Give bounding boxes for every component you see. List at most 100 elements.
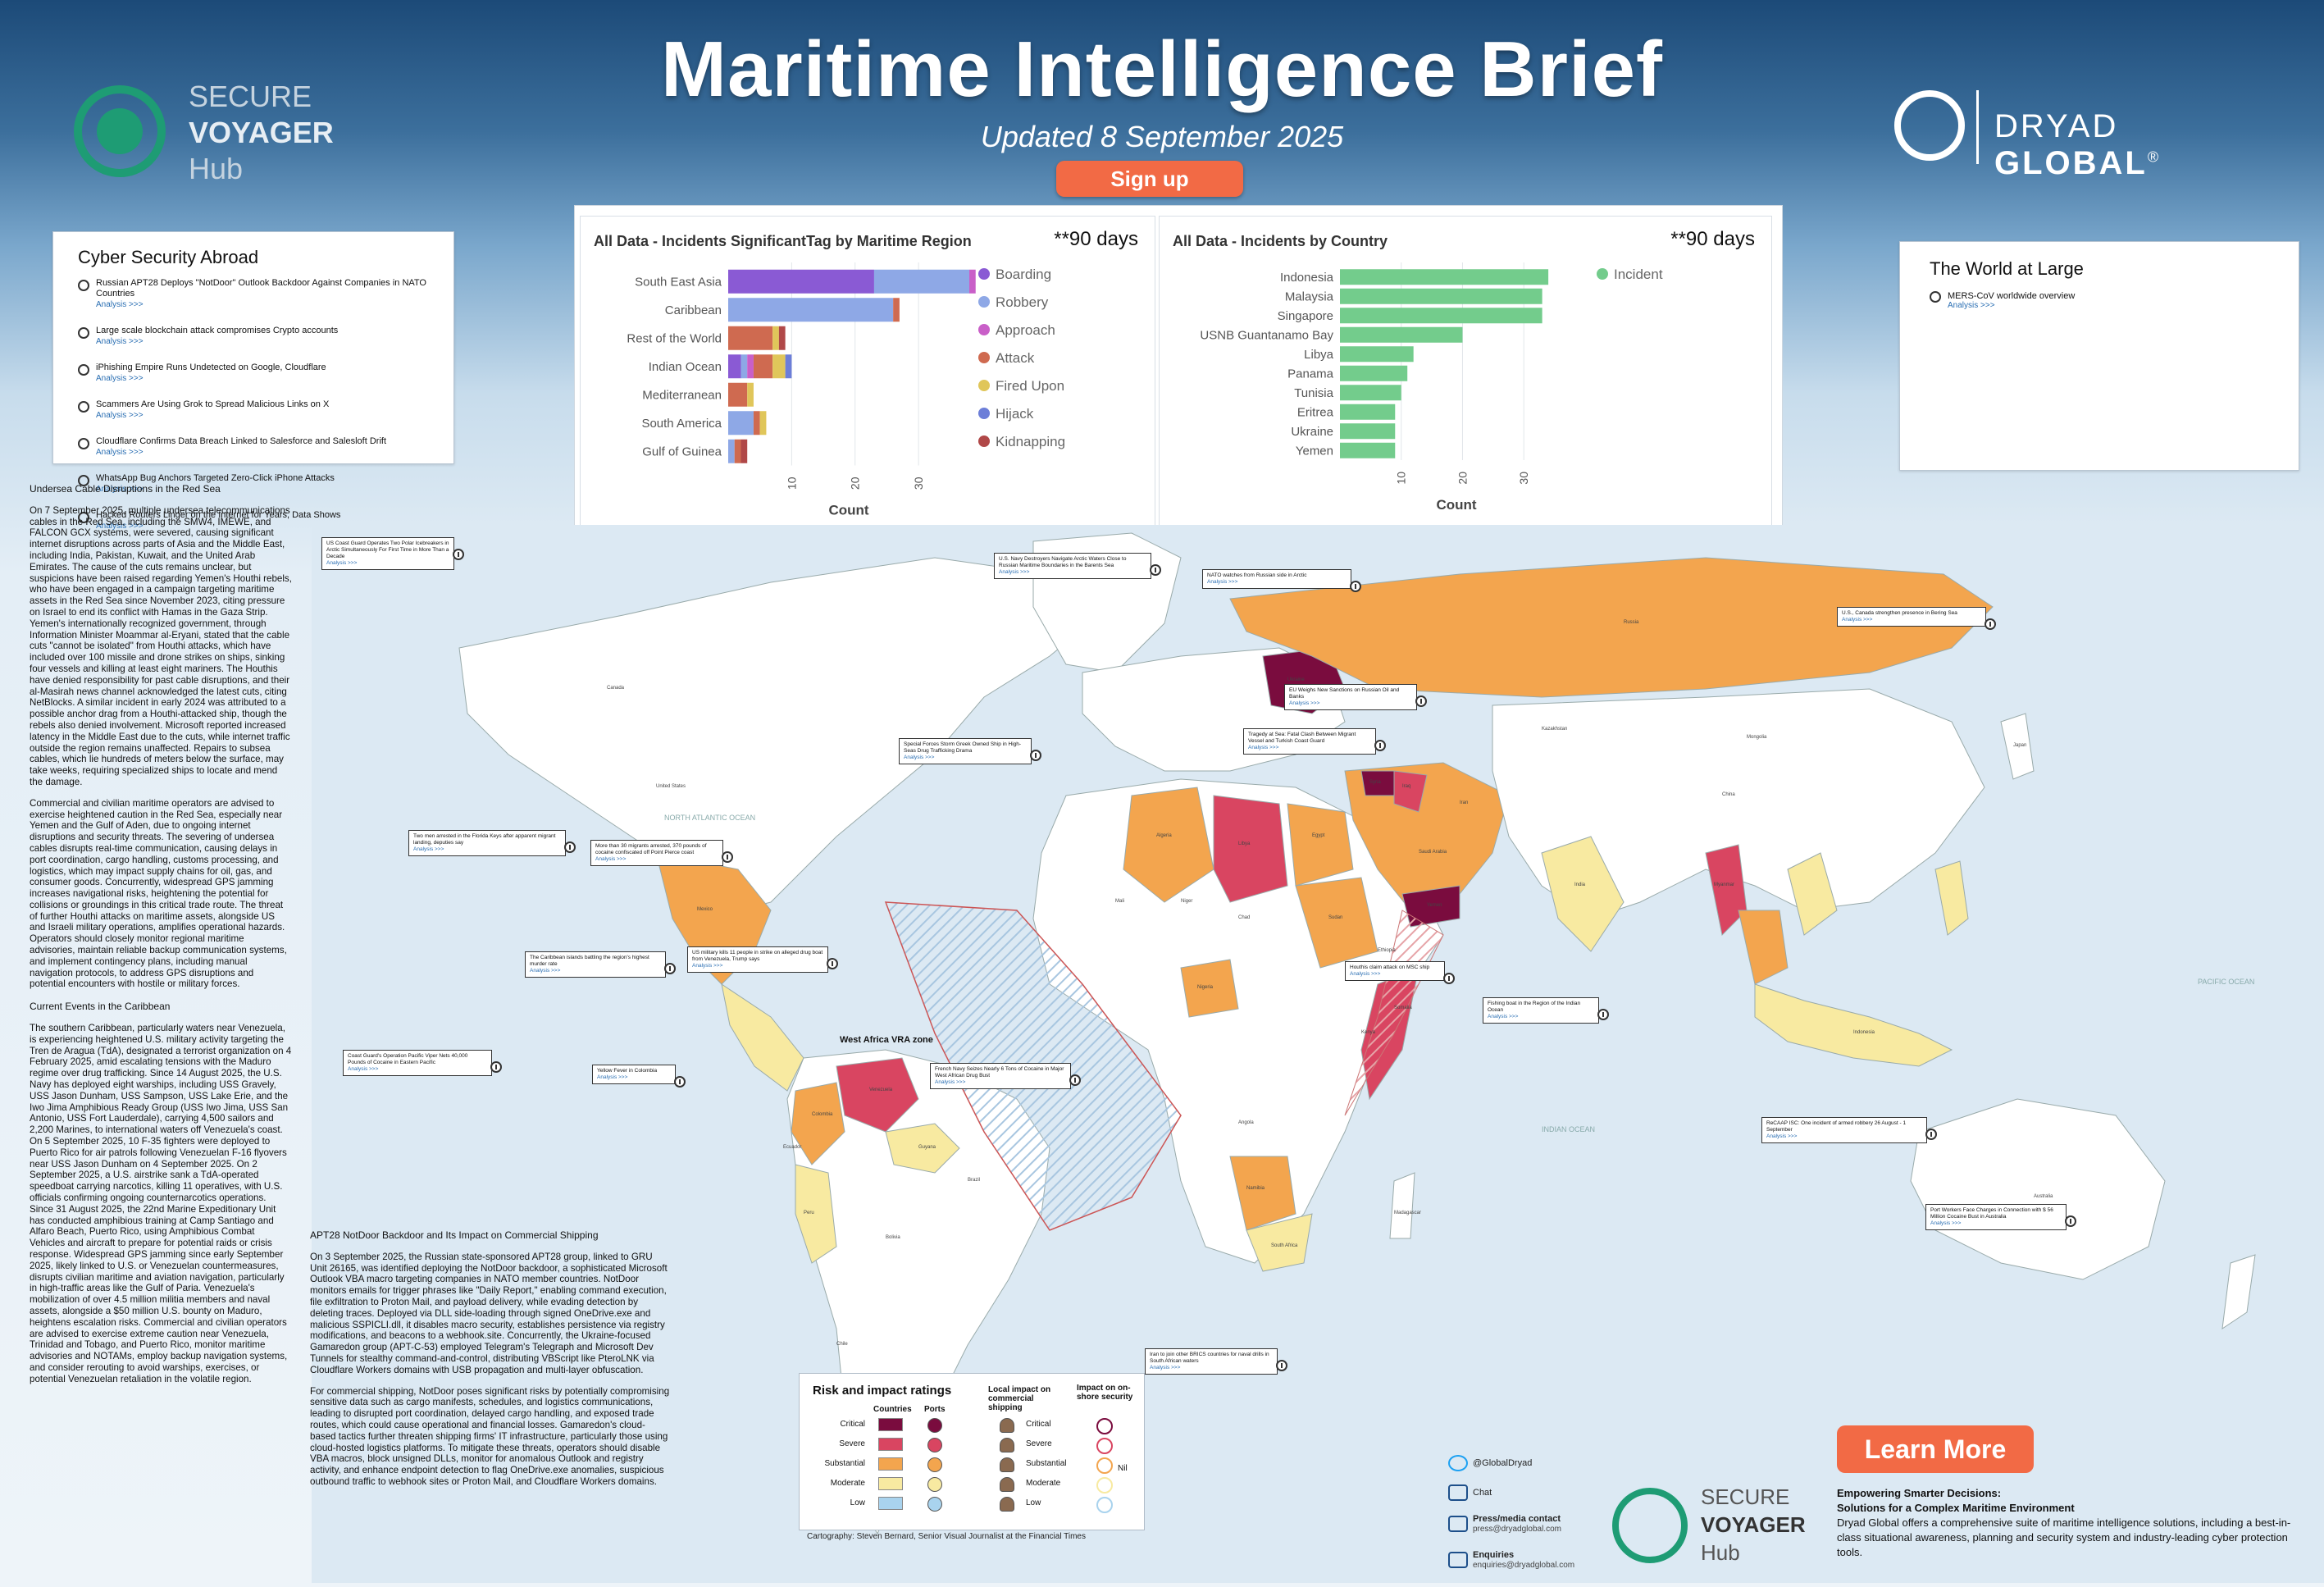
analysis-link[interactable]: Analysis >>>: [1488, 1014, 1519, 1019]
info-pin-icon[interactable]: [1350, 581, 1361, 592]
info-pin-icon[interactable]: [1925, 1129, 1937, 1140]
map-note[interactable]: NATO watches from Russian side in Arctic…: [1202, 569, 1351, 589]
press-email[interactable]: press@dryadglobal.com: [1473, 1525, 1561, 1534]
wheel-logo-icon: [97, 108, 143, 154]
learn-more-button[interactable]: Learn More: [1837, 1425, 2034, 1473]
promo-text: Dryad Global offers a comprehensive suit…: [1837, 1516, 2291, 1558]
world-news-item[interactable]: MERS-CoV worldwide overview Analysis >>>: [1930, 291, 2299, 310]
cyber-news-item[interactable]: Scammers Are Using Grok to Spread Malici…: [78, 399, 453, 421]
analysis-link[interactable]: Analysis >>>: [1948, 301, 1995, 310]
analysis-link[interactable]: Analysis >>>: [1766, 1133, 1798, 1139]
cyber-news-item[interactable]: iPhishing Empire Runs Undetected on Goog…: [78, 363, 453, 384]
analysis-link[interactable]: Analysis >>>: [96, 300, 144, 309]
cyber-news-item[interactable]: Hacked Routers Linger on the Internet fo…: [78, 510, 453, 531]
y-tick-label: Caribbean: [665, 303, 722, 317]
analysis-link[interactable]: Analysis >>>: [96, 522, 144, 531]
twitter-link[interactable]: @GlobalDryad: [1448, 1455, 1532, 1471]
chat-link[interactable]: Chat: [1448, 1484, 1492, 1501]
press-contact[interactable]: Press/media contact press@dryadglobal.com: [1448, 1514, 1561, 1534]
map-note[interactable]: Tragedy at Sea: Fatal Clash Between Migr…: [1243, 728, 1376, 755]
info-pin-icon[interactable]: [1597, 1009, 1609, 1020]
map-note-text: The Caribbean islands battling the regio…: [530, 955, 649, 967]
apt28-article: APT28 NotDoor Backdoor and Its Impact on…: [310, 1229, 671, 1498]
info-pin-icon[interactable]: [1276, 1360, 1287, 1371]
map-note[interactable]: US military kills 11 people in strike on…: [687, 946, 828, 973]
analysis-link[interactable]: Analysis >>>: [904, 755, 935, 760]
risk-legend: Risk and impact ratings Countries Ports …: [799, 1373, 1145, 1530]
map-note[interactable]: More than 30 migrants arrested, 370 poun…: [590, 840, 723, 866]
signup-button[interactable]: Sign up: [1056, 161, 1243, 197]
enquiries-contact[interactable]: Enquiries enquiries@dryadglobal.com: [1448, 1550, 1574, 1570]
info-pin-icon[interactable]: [827, 958, 838, 969]
analysis-link[interactable]: Analysis >>>: [1930, 1220, 1962, 1226]
analysis-link[interactable]: Analysis >>>: [1842, 617, 1873, 622]
analysis-link[interactable]: Analysis >>>: [530, 968, 561, 974]
analysis-link[interactable]: Analysis >>>: [1207, 579, 1238, 585]
map-note[interactable]: The Caribbean islands battling the regio…: [525, 951, 666, 978]
analysis-link[interactable]: Analysis >>>: [1289, 700, 1320, 706]
bar-boarding: [728, 269, 874, 294]
analysis-link[interactable]: Analysis >>>: [1350, 971, 1381, 977]
analysis-link[interactable]: Analysis >>>: [96, 374, 144, 383]
info-pin-icon[interactable]: [1415, 695, 1427, 707]
info-pin-icon[interactable]: [1069, 1074, 1081, 1086]
map-note[interactable]: US Coast Guard Operates Two Polar Icebre…: [321, 537, 454, 570]
info-pin-icon[interactable]: [564, 841, 576, 853]
y-tick-label: Gulf of Guinea: [642, 445, 722, 458]
map-note[interactable]: U.S., Canada strengthen presence in Beri…: [1837, 607, 1986, 627]
analysis-link[interactable]: Analysis >>>: [348, 1066, 379, 1072]
legend-col-onshore: Impact on on-shore security: [1077, 1384, 1133, 1402]
info-pin-icon[interactable]: [1374, 740, 1386, 751]
info-pin-icon[interactable]: [490, 1061, 502, 1073]
country-swatch: [878, 1477, 903, 1490]
analysis-link[interactable]: Analysis >>>: [935, 1079, 966, 1085]
map-note[interactable]: Two men arrested in the Florida Keys aft…: [408, 830, 566, 856]
bar-incident: [1340, 423, 1396, 440]
info-pin-icon[interactable]: [664, 963, 676, 974]
enquiries-email[interactable]: enquiries@dryadglobal.com: [1473, 1561, 1575, 1570]
country-label: Madagascar: [1394, 1211, 1421, 1215]
logo-line3: Hub: [189, 152, 244, 185]
analysis-link[interactable]: Analysis >>>: [999, 569, 1030, 575]
analysis-link[interactable]: Analysis >>>: [96, 411, 144, 420]
map-note[interactable]: Iran to join other BRICS countries for n…: [1145, 1348, 1278, 1375]
map-note[interactable]: U.S. Navy Destroyers Navigate Arctic Wat…: [994, 553, 1151, 579]
map-note[interactable]: EU Weighs New Sanctions on Russian Oil a…: [1284, 684, 1417, 710]
map-note[interactable]: Houthis claim attack on MSC ship Analysis…: [1345, 961, 1445, 981]
country-label: Mongolia: [1747, 735, 1767, 740]
cyber-news-item[interactable]: Cloudflare Confirms Data Breach Linked t…: [78, 436, 453, 458]
info-pin-icon[interactable]: [722, 851, 733, 863]
analysis-link[interactable]: Analysis >>>: [597, 1074, 628, 1080]
map-note[interactable]: French Navy Seizes Nearly 6 Tons of Coca…: [930, 1063, 1071, 1089]
map-note[interactable]: ReCAAP ISC: One incident of armed robber…: [1761, 1117, 1927, 1143]
caribbean-p1: The southern Caribbean, particularly wat…: [30, 1023, 292, 1384]
analysis-link[interactable]: Analysis >>>: [595, 856, 627, 862]
cyber-news-item[interactable]: Large scale blockchain attack compromise…: [78, 326, 453, 347]
info-pin-icon[interactable]: [674, 1076, 686, 1088]
cyber-news-item[interactable]: WhatsApp Bug Anchors Targeted Zero-Click…: [78, 473, 453, 495]
analysis-link[interactable]: Analysis >>>: [96, 337, 144, 346]
info-pin-icon[interactable]: [1443, 973, 1455, 984]
info-pin-icon[interactable]: [1030, 750, 1041, 761]
analysis-link[interactable]: Analysis >>>: [326, 560, 358, 566]
map-note[interactable]: Port Workers Face Charges in Connection …: [1925, 1204, 2067, 1230]
info-pin-icon[interactable]: [453, 549, 464, 560]
analysis-link[interactable]: Analysis >>>: [1150, 1365, 1181, 1370]
cyber-news-text: Cloudflare Confirms Data Breach Linked t…: [96, 436, 387, 446]
map-note[interactable]: Special Forces Storm Greek Owned Ship in…: [899, 738, 1032, 764]
info-pin-icon[interactable]: [1150, 564, 1161, 576]
cyber-news-item[interactable]: Russian APT28 Deploys "NotDoor" Outlook …: [78, 278, 453, 310]
country-label: South Africa: [1271, 1243, 1298, 1248]
japan: [2000, 713, 2035, 780]
info-icon: [78, 438, 89, 449]
analysis-link[interactable]: Analysis >>>: [96, 448, 144, 457]
analysis-link[interactable]: Analysis >>>: [692, 963, 723, 969]
analysis-link[interactable]: Analysis >>>: [96, 485, 144, 494]
analysis-link[interactable]: Analysis >>>: [1248, 745, 1279, 750]
info-pin-icon[interactable]: [2065, 1215, 2076, 1227]
map-note[interactable]: Yellow Fever in Colombia Analysis >>>: [592, 1065, 676, 1084]
analysis-link[interactable]: Analysis >>>: [413, 846, 444, 852]
map-note[interactable]: Fishing boat in the Region of the Indian…: [1483, 997, 1599, 1024]
map-note[interactable]: Coast Guard's Operation Pacific Viper Ne…: [343, 1050, 492, 1076]
info-pin-icon[interactable]: [1985, 618, 1996, 630]
